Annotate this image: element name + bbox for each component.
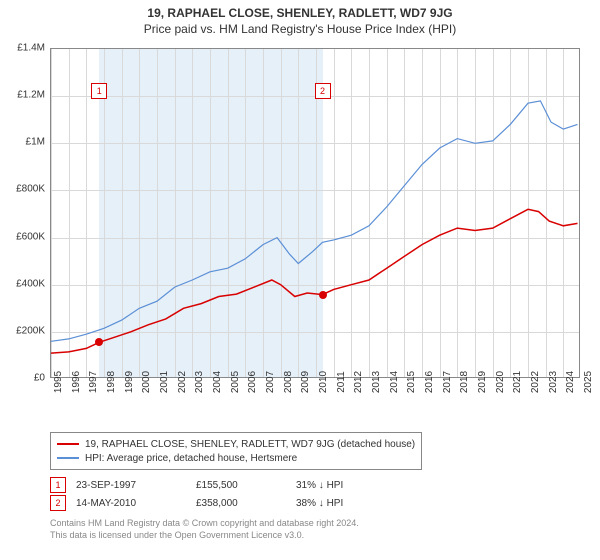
xtick-label: 2013 (371, 371, 382, 393)
ytick-label: £0 (0, 373, 45, 384)
ytick-label: £400K (0, 278, 45, 289)
legend-row: HPI: Average price, detached house, Hert… (57, 451, 415, 465)
xtick-label: 1999 (124, 371, 135, 393)
xtick-label: 2011 (336, 371, 347, 393)
xtick-label: 1996 (71, 371, 82, 393)
ytick-label: £1.4M (0, 43, 45, 54)
transaction-date: 14-MAY-2010 (76, 498, 186, 509)
xtick-label: 2015 (406, 371, 417, 393)
transaction-row: 1 23-SEP-1997 £155,500 31% ↓ HPI (50, 476, 580, 494)
legend: 19, RAPHAEL CLOSE, SHENLEY, RADLETT, WD7… (50, 432, 422, 470)
ytick-label: £1M (0, 137, 45, 148)
transaction-price: £155,500 (196, 480, 286, 491)
transaction-row: 2 14-MAY-2010 £358,000 38% ↓ HPI (50, 494, 580, 512)
xtick-label: 2012 (353, 371, 364, 393)
transaction-badge: 1 (91, 83, 107, 99)
ytick-label: £200K (0, 325, 45, 336)
chart-container: 19, RAPHAEL CLOSE, SHENLEY, RADLETT, WD7… (0, 0, 600, 560)
transaction-badge: 2 (315, 83, 331, 99)
plot: 12 (50, 48, 580, 378)
legend-row: 19, RAPHAEL CLOSE, SHENLEY, RADLETT, WD7… (57, 437, 415, 451)
xtick-label: 2004 (212, 371, 223, 393)
ytick-label: £600K (0, 231, 45, 242)
title-subtitle: Price paid vs. HM Land Registry's House … (0, 22, 600, 36)
xtick-label: 2007 (265, 371, 276, 393)
xtick-label: 2017 (442, 371, 453, 393)
xtick-label: 2009 (300, 371, 311, 393)
xtick-label: 2018 (459, 371, 470, 393)
xtick-label: 2016 (424, 371, 435, 393)
footer-line2: This data is licensed under the Open Gov… (50, 530, 580, 542)
transaction-marker (319, 291, 327, 299)
xtick-label: 1997 (88, 371, 99, 393)
transaction-price: £358,000 (196, 498, 286, 509)
xtick-label: 2025 (583, 371, 594, 393)
xtick-label: 2024 (565, 371, 576, 393)
titles: 19, RAPHAEL CLOSE, SHENLEY, RADLETT, WD7… (0, 0, 600, 36)
xtick-label: 2010 (318, 371, 329, 393)
transaction-row-badge: 2 (50, 495, 66, 511)
transaction-delta: 31% ↓ HPI (296, 480, 386, 491)
xtick-label: 2020 (495, 371, 506, 393)
transaction-marker (95, 338, 103, 346)
xtick-label: 2000 (141, 371, 152, 393)
xtick-label: 1998 (106, 371, 117, 393)
legend-swatch (57, 443, 79, 445)
legend-swatch (57, 457, 79, 459)
xtick-label: 2014 (389, 371, 400, 393)
transactions-table: 1 23-SEP-1997 £155,500 31% ↓ HPI 2 14-MAY-201… (50, 476, 580, 512)
xtick-label: 2005 (230, 371, 241, 393)
xtick-label: 2008 (283, 371, 294, 393)
xtick-label: 2019 (477, 371, 488, 393)
transaction-delta: 38% ↓ HPI (296, 498, 386, 509)
xtick-label: 2001 (159, 371, 170, 393)
ytick-label: £800K (0, 184, 45, 195)
footer-line1: Contains HM Land Registry data © Crown c… (50, 518, 580, 530)
series-property-line (51, 209, 578, 353)
series-hpi-line (51, 101, 578, 341)
legend-label: HPI: Average price, detached house, Hert… (85, 453, 297, 464)
xtick-label: 2022 (530, 371, 541, 393)
legend-label: 19, RAPHAEL CLOSE, SHENLEY, RADLETT, WD7… (85, 439, 415, 450)
transaction-date: 23-SEP-1997 (76, 480, 186, 491)
xtick-label: 2002 (177, 371, 188, 393)
xtick-label: 2003 (194, 371, 205, 393)
chart-area: 12 1995199619971998199920002001200220032… (50, 48, 580, 398)
xtick-label: 2006 (247, 371, 258, 393)
xtick-label: 1995 (53, 371, 64, 393)
title-address: 19, RAPHAEL CLOSE, SHENLEY, RADLETT, WD7… (0, 6, 600, 20)
footer: Contains HM Land Registry data © Crown c… (50, 518, 580, 541)
xtick-label: 2023 (548, 371, 559, 393)
below-chart: 19, RAPHAEL CLOSE, SHENLEY, RADLETT, WD7… (50, 432, 580, 541)
transaction-row-badge: 1 (50, 477, 66, 493)
xtick-label: 2021 (512, 371, 523, 393)
ytick-label: £1.2M (0, 90, 45, 101)
